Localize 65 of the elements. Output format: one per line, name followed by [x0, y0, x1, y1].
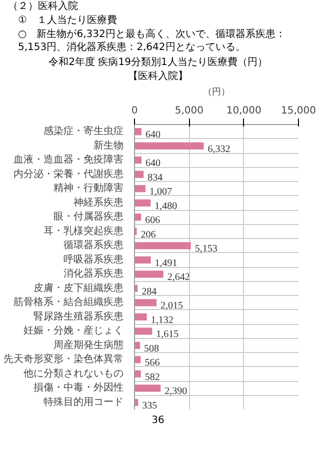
bar	[134, 299, 157, 306]
y-tick-label: 血液・造血器・免疫障害	[14, 154, 124, 166]
text: ① １人当たり医療費	[18, 14, 117, 27]
y-tick-label: 腎尿路生殖器系疾患	[34, 310, 124, 322]
y-tick-label: 循環器系疾患	[64, 239, 124, 252]
bar	[134, 156, 142, 164]
bar	[134, 242, 191, 250]
y-tick-label: 他に分類されないもの	[24, 367, 124, 380]
data-label: 640	[145, 130, 160, 141]
y-tick-label: 精神・行動障害	[54, 182, 124, 194]
y-tick-label: 消化器系疾患	[64, 268, 124, 280]
data-label: 640	[145, 158, 160, 170]
bar	[134, 256, 151, 264]
data-label: 834	[148, 172, 163, 184]
text: ○ 新生物が6,332円と最も高く、次いで、循環器系疾患：5,153円、消化器系疾患：2,642円となっている。	[18, 28, 286, 54]
y-tick-label: 特殊目的用コード	[44, 396, 124, 408]
x-tick-label: 15,000	[281, 106, 316, 116]
chart-title: 令和2年度 疾病19分類別1人当たり医療費（円）	[48, 56, 268, 69]
data-label: 582	[144, 372, 160, 383]
y-tick-label: 新生物	[94, 139, 124, 152]
data-label: 1,491	[154, 258, 178, 269]
bar	[134, 384, 161, 392]
y-tick-label: 内分泌・栄養・代謝疾患	[14, 168, 124, 180]
bar	[134, 170, 144, 178]
data-label: 284	[142, 286, 157, 298]
y-tick-label: 皮膚・皮下組織疾患	[34, 282, 124, 294]
y-tick-label: 感染症・寄生虫症	[44, 125, 124, 138]
bar	[134, 270, 164, 278]
data-label: 1,480	[154, 200, 178, 212]
chart-subtitle: 【医科入院】	[128, 70, 188, 83]
data-label: 6,332	[208, 144, 230, 155]
y-tick-label: 先天奇形変形・染色体異常	[4, 353, 124, 366]
data-label: 566	[144, 358, 160, 369]
data-label: 1,615	[156, 329, 179, 340]
data-label: 206	[140, 229, 156, 240]
bar	[134, 370, 141, 378]
y-tick-label: 妊娠・分娩・産じょく	[24, 324, 124, 337]
bar	[134, 185, 146, 192]
bar	[134, 328, 152, 335]
data-label: 2,642	[167, 272, 190, 284]
bar	[134, 313, 147, 320]
y-tick-label: 周産期発生病態	[54, 338, 124, 351]
x-tick-label: 5,000	[174, 106, 204, 116]
x-tick-label: 0	[131, 106, 138, 116]
data-label: 2,390	[164, 386, 188, 398]
data-label: 2,015	[160, 300, 184, 312]
y-tick-label: 眼・付属器疾患	[54, 210, 124, 223]
data-label: 1,132	[150, 314, 174, 326]
text: （２）医科入院	[8, 0, 78, 13]
x-axis-title: （円）	[203, 88, 230, 98]
bar	[134, 128, 142, 136]
data-label: 508	[144, 343, 160, 354]
data-label: 335	[142, 400, 158, 412]
x-tick-label: 10,000	[226, 106, 262, 116]
data-label: 606	[145, 215, 160, 226]
data-label: 5,153	[194, 244, 218, 255]
y-tick-label: 耳・乳様突起疾患	[44, 224, 124, 237]
data-label: 1,007	[150, 186, 172, 198]
y-tick-label: 筋骨格系・結合組織疾患	[14, 296, 124, 308]
text: 36	[152, 414, 164, 427]
y-tick-label: 呼吸器系疾患	[64, 253, 124, 266]
y-tick-label: 神経系疾患	[74, 196, 124, 208]
bar	[134, 142, 204, 150]
y-tick-label: 損傷・中毒・外因性	[34, 382, 124, 394]
bar	[134, 199, 151, 206]
